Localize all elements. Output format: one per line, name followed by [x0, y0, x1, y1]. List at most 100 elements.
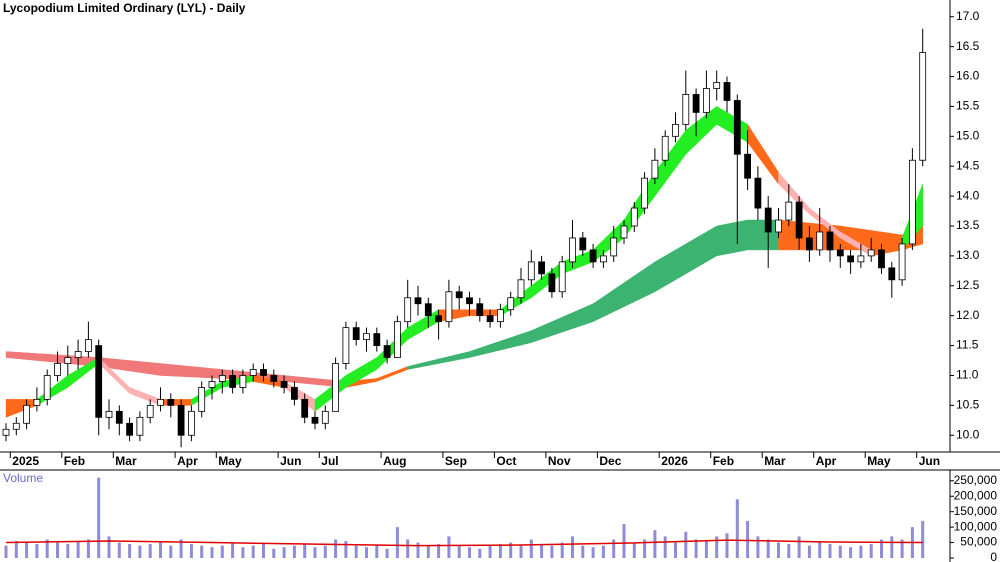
y-tick-label: 11.5 [956, 338, 979, 352]
candle-body [610, 237, 618, 257]
y-tick-label: 13.5 [956, 218, 980, 232]
candle-body [74, 351, 82, 358]
volume-tick-label: 250,000 [954, 473, 998, 487]
candle-body [857, 255, 865, 263]
candle-body [301, 398, 309, 418]
volume-bar [478, 548, 482, 558]
volume-bar [35, 544, 39, 558]
candle-body [445, 291, 453, 323]
y-tick-label: 12.0 [956, 308, 980, 322]
x-tick-label: 2026 [661, 454, 688, 468]
candle-body [692, 94, 700, 113]
ribbon-segment [160, 399, 192, 406]
candle-body [280, 381, 288, 388]
candle-body [342, 327, 350, 364]
volume-bar [694, 539, 698, 558]
volume-bar [45, 539, 49, 558]
volume-bar [498, 544, 502, 558]
x-tick-label: Mar [115, 454, 137, 468]
volume-bar [128, 544, 132, 558]
y-tick-label: 17.0 [956, 9, 980, 23]
candle-body [363, 333, 370, 340]
volume-bar [807, 545, 811, 558]
volume-bar [674, 542, 677, 558]
x-tick-label: Jun [919, 454, 940, 468]
volume-bar [344, 541, 348, 558]
candle-body [496, 309, 504, 323]
volume-bar [262, 544, 265, 558]
y-tick-label: 11.0 [956, 368, 979, 382]
volume-bar [622, 524, 626, 558]
volume-bar [663, 536, 667, 558]
volume-bar [159, 542, 162, 558]
x-tick-label: Feb [713, 454, 734, 468]
volume-bar [612, 539, 616, 558]
volume-bar [880, 539, 883, 558]
candle-body [878, 249, 885, 269]
candle-body [672, 123, 679, 137]
volume-bar [447, 536, 451, 558]
candle-body [198, 387, 206, 412]
candle-body [764, 207, 772, 233]
volume-bar [632, 542, 636, 558]
y-tick-label: 16.0 [956, 69, 980, 83]
y-tick-label: 10.5 [956, 398, 980, 412]
candle-body [641, 177, 648, 209]
candle-body [909, 159, 916, 245]
candle-body [393, 321, 401, 358]
volume-bar [787, 544, 791, 558]
candle-body [466, 297, 473, 305]
volume-bar [838, 545, 842, 558]
volume-bar [334, 539, 338, 558]
volume-tick-label: 100,000 [954, 519, 998, 533]
volume-bar [179, 539, 183, 558]
candle-body [919, 52, 927, 161]
candle-body [744, 153, 751, 179]
candle-body [527, 261, 535, 281]
volume-bar [385, 548, 389, 558]
candle-body [867, 249, 875, 257]
candle-body [167, 398, 175, 406]
volume-average [5, 539, 923, 547]
volume-bar [365, 547, 368, 558]
candle-body [806, 237, 813, 251]
volume-bar [97, 477, 101, 558]
candle-body [414, 297, 422, 305]
volume-bar [375, 545, 379, 558]
x-tick-label: Apr [816, 454, 837, 468]
candle-body [43, 375, 51, 400]
candle-body [713, 82, 721, 89]
x-tick-label: May [867, 454, 891, 468]
x-tick-label: Dec [599, 454, 621, 468]
candle-body [548, 273, 556, 293]
candle-body [321, 410, 329, 424]
ribbon-segment [716, 219, 748, 257]
volume-bar [231, 542, 235, 558]
volume-bar [653, 530, 657, 558]
volume-bar [890, 536, 894, 558]
candle-body [187, 410, 195, 436]
x-tick-label: Nov [548, 454, 571, 468]
candle-body [507, 297, 515, 311]
candle-body [270, 375, 278, 382]
y-tick-label: 15.0 [956, 128, 980, 142]
y-tick-label: 12.5 [956, 278, 980, 292]
candle-body [703, 88, 710, 113]
volume-bar [581, 545, 585, 558]
volume-bar [76, 541, 80, 558]
x-tick-label: Mar [764, 454, 786, 468]
chart-title: Lycopodium Limited Ordinary (LYL) - Dail… [3, 1, 246, 15]
candle-body [486, 315, 494, 323]
candle-body [455, 291, 463, 299]
candle-body [2, 428, 10, 436]
volume-bar [859, 545, 863, 558]
candle-body [23, 404, 31, 424]
volume-bar [292, 545, 296, 558]
candle-body [795, 201, 803, 239]
volume-tick-label: 200,000 [954, 488, 998, 502]
candle-body [12, 422, 20, 430]
candle-body [538, 261, 545, 275]
x-tick-label: Aug [383, 454, 406, 468]
